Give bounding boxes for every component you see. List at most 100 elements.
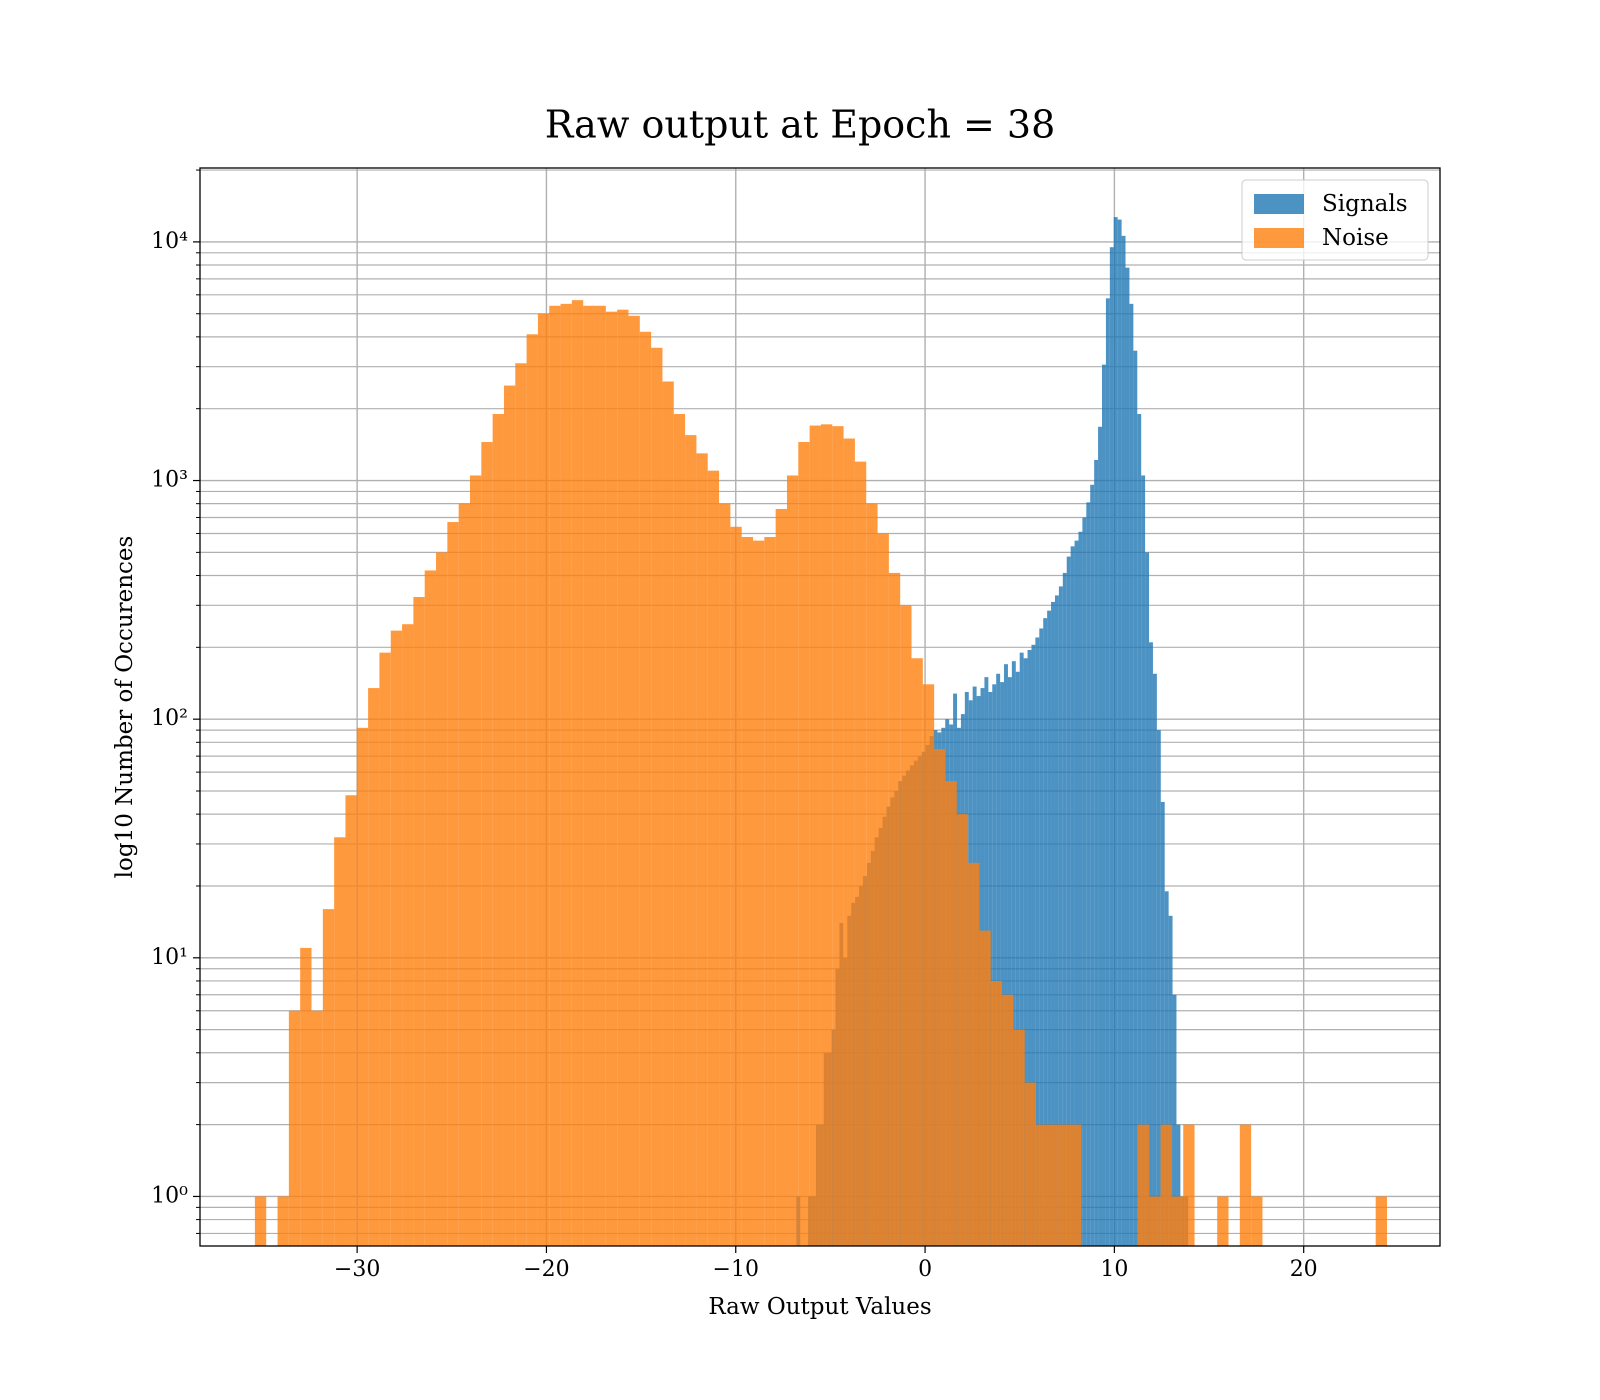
y-axis-label: log10 Number of Occurences (112, 536, 138, 879)
x-tick-label: −20 (523, 1257, 569, 1282)
bar (334, 837, 346, 1246)
bar (1149, 642, 1153, 1246)
bar (1013, 1029, 1025, 1246)
y-tick-label: 10³ (151, 468, 188, 493)
bar (379, 652, 391, 1246)
bar (1102, 364, 1106, 1246)
bar (571, 300, 584, 1246)
bar (390, 630, 403, 1246)
bar (1094, 459, 1099, 1246)
bar (1145, 552, 1150, 1246)
bar (1152, 673, 1157, 1246)
y-tick-label: 10⁰ (151, 1183, 188, 1208)
bar (1251, 1196, 1263, 1246)
bar (1002, 994, 1014, 1246)
bar (662, 381, 674, 1246)
bar (1239, 1124, 1252, 1246)
x-tick-label: 20 (1290, 1257, 1318, 1282)
x-tick-label: −10 (713, 1257, 759, 1282)
bar (1011, 661, 1016, 1246)
bar (1176, 1124, 1181, 1246)
bar (1086, 502, 1091, 1246)
bar (820, 424, 833, 1247)
bar (560, 303, 572, 1246)
bar (1051, 601, 1055, 1246)
bar (945, 781, 957, 1246)
bar (1078, 531, 1083, 1246)
axes: 10⁰ 10¹ 10² 10³ 10⁴ −30 −20 −10 0 10 20 Signals Nois… (151, 167, 1441, 1282)
bar (673, 414, 686, 1247)
bar (1109, 247, 1114, 1246)
bar (1047, 610, 1052, 1246)
bar (515, 363, 527, 1246)
bar (1160, 801, 1165, 1246)
bar (436, 552, 448, 1246)
bar (1137, 414, 1142, 1247)
bar (719, 503, 731, 1246)
bar (424, 570, 437, 1246)
bar (1172, 994, 1177, 1246)
bar (1113, 217, 1118, 1247)
bar (1171, 1196, 1184, 1246)
bar (1062, 572, 1067, 1246)
bar (1007, 677, 1012, 1246)
bar (1090, 484, 1095, 1246)
bar (888, 572, 901, 1246)
bar (549, 305, 561, 1246)
bar (1036, 1124, 1048, 1246)
bar (764, 536, 776, 1246)
plot-frame (199, 167, 1441, 1247)
bar (503, 385, 516, 1246)
bar (1000, 682, 1005, 1246)
bar (786, 475, 799, 1246)
bar (922, 684, 935, 1246)
y-tick-label: 10⁴ (151, 229, 188, 254)
x-tick-label: 10 (1100, 1257, 1128, 1282)
bar (1105, 298, 1110, 1246)
legend: Signals Noise (1241, 179, 1429, 261)
bar (1217, 1196, 1229, 1246)
bar (617, 309, 629, 1246)
bar (900, 605, 912, 1246)
bar (1058, 586, 1063, 1246)
bar (1039, 628, 1044, 1246)
bar (1125, 267, 1130, 1247)
bar (300, 947, 312, 1246)
bar (1137, 1124, 1150, 1246)
bar (1027, 649, 1032, 1246)
bar (583, 305, 595, 1246)
bar (979, 930, 991, 1246)
bar (1098, 426, 1103, 1247)
bar (1047, 1124, 1059, 1246)
x-tick-label: −30 (334, 1257, 380, 1282)
bar (311, 1010, 323, 1246)
bar (481, 442, 493, 1247)
bar (1058, 1124, 1071, 1246)
chart-title: Raw output at Epoch = 38 (545, 103, 1056, 147)
bar (651, 347, 663, 1246)
bar (1054, 595, 1059, 1246)
bar (447, 522, 459, 1246)
bar (775, 508, 787, 1247)
bar (809, 425, 821, 1246)
bar (594, 305, 606, 1246)
bar (1024, 1082, 1037, 1246)
bar (854, 461, 867, 1247)
bar (1129, 303, 1134, 1246)
x-axis-label: Raw Output Values (708, 1294, 931, 1320)
bar (1117, 219, 1122, 1246)
bar (992, 684, 997, 1246)
bar (1168, 915, 1173, 1246)
bar (254, 1196, 267, 1246)
bar (413, 597, 425, 1246)
legend-swatch (1254, 228, 1304, 248)
bar (1160, 1124, 1172, 1246)
bar (877, 533, 889, 1246)
bar (628, 315, 640, 1246)
bar (1375, 1196, 1387, 1246)
bar (345, 795, 357, 1246)
bar (537, 313, 550, 1247)
bar (1070, 546, 1075, 1246)
legend-label: Signals (1322, 191, 1408, 217)
bar (1035, 637, 1040, 1246)
